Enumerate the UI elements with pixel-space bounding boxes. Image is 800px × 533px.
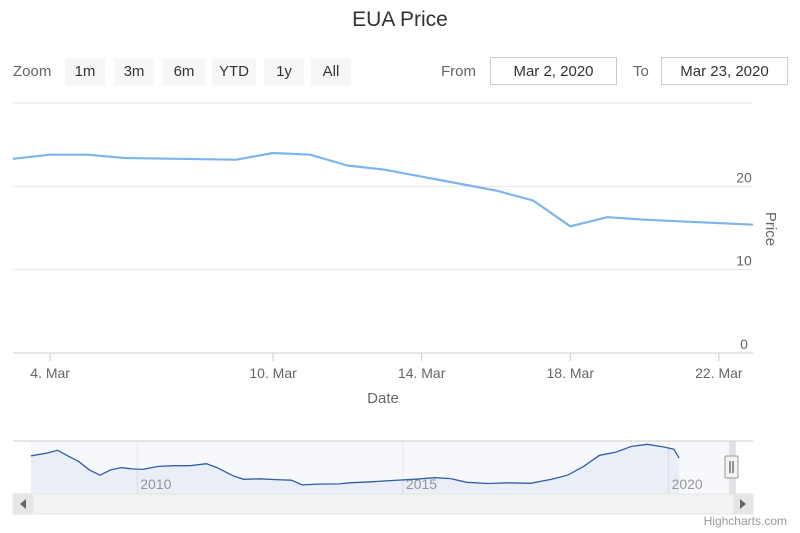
- price-series-line: [12, 151, 754, 228]
- x-axis-title: Date: [367, 390, 399, 407]
- y-tick-label: 0: [740, 336, 748, 352]
- from-label: From: [441, 63, 476, 80]
- x-tick-label: 14. Mar: [398, 365, 446, 381]
- y-axis-ticks: 0 10 20: [736, 169, 752, 352]
- zoom-1y-button[interactable]: 1y: [264, 58, 304, 86]
- chart-title: EUA Price: [352, 8, 448, 31]
- navigator-series-line: [30, 443, 680, 486]
- x-tick-label: 10. Mar: [249, 365, 297, 381]
- navigator-background: [13, 441, 753, 494]
- zoom-ytd-button[interactable]: YTD: [212, 58, 256, 86]
- grid-lines: [13, 102, 753, 271]
- navigator-year-label: 2020: [672, 476, 703, 492]
- x-axis-ticks: 4. Mar 10. Mar 14. Mar 18. Mar 22. Mar: [30, 353, 743, 381]
- scrollbar-left-arrow-icon: [20, 499, 26, 509]
- zoom-all-button[interactable]: All: [311, 58, 351, 86]
- x-tick-label: 22. Mar: [695, 365, 743, 381]
- highcharts-credits-link[interactable]: Highcharts.com: [703, 514, 787, 528]
- x-tick-label: 4. Mar: [30, 365, 70, 381]
- scrollbar[interactable]: [12, 493, 754, 515]
- y-axis-title: Price: [762, 212, 779, 246]
- scrollbar-right-arrow-icon: [740, 499, 746, 509]
- navigator[interactable]: 2010 2015 2020: [13, 440, 753, 494]
- zoom-6m-button[interactable]: 6m: [163, 58, 205, 86]
- from-date-input[interactable]: Mar 2, 2020: [490, 57, 617, 85]
- navigator-year-label: 2010: [140, 476, 171, 492]
- navigator-year-labels: 2010 2015 2020: [136, 441, 703, 494]
- navigator-year-label: 2015: [406, 476, 437, 492]
- zoom-label: Zoom: [13, 63, 52, 80]
- navigator-right-handle[interactable]: [724, 455, 739, 479]
- navigator-handle-box[interactable]: [724, 455, 739, 479]
- to-date-input[interactable]: Mar 23, 2020: [661, 57, 788, 85]
- x-tick-label: 18. Mar: [547, 365, 595, 381]
- y-tick-label: 10: [736, 253, 752, 269]
- navigator-mask: [31, 441, 735, 494]
- to-label: To: [633, 63, 649, 80]
- zoom-1m-button[interactable]: 1m: [65, 58, 105, 86]
- zoom-3m-button[interactable]: 3m: [114, 58, 154, 86]
- scrollbar-track[interactable]: [12, 493, 754, 515]
- navigator-area: [31, 444, 680, 494]
- y-tick-label: 20: [736, 169, 752, 185]
